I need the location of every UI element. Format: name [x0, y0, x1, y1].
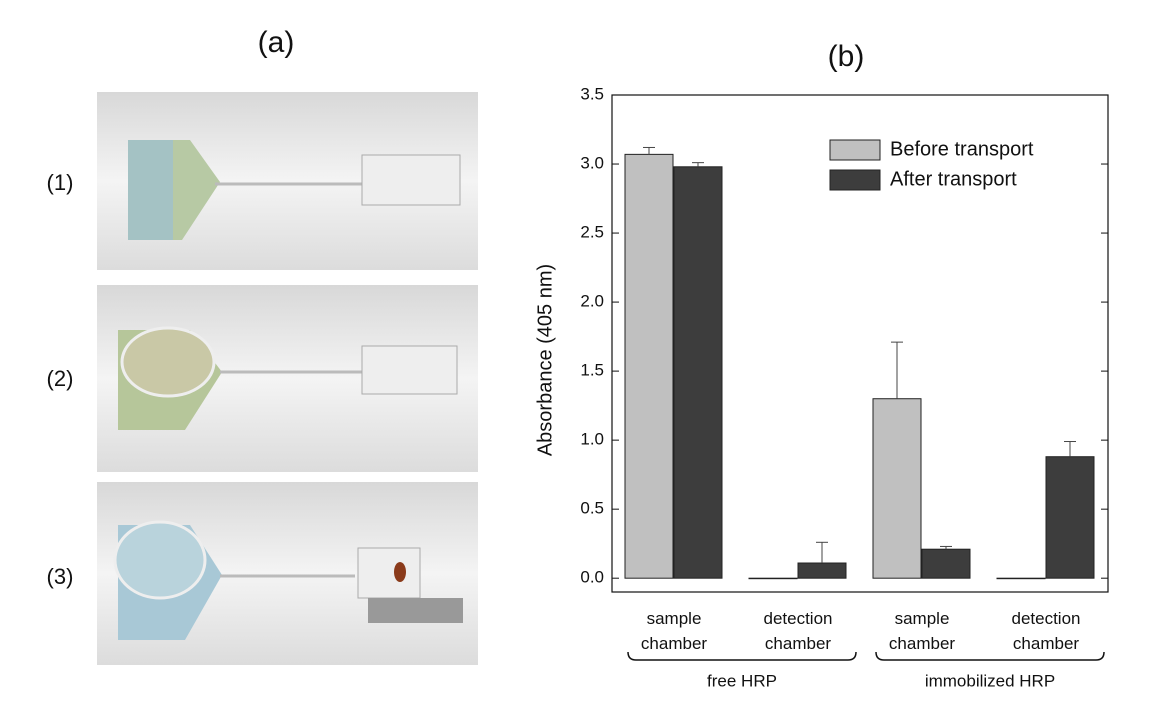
y-tick-label: 0.5: [580, 499, 604, 518]
bar: [748, 577, 798, 580]
x-tick-label: detection chamber: [763, 609, 833, 653]
row-label: (3): [47, 564, 74, 589]
legend-label: Before transport: [890, 138, 1034, 160]
group-bracket: [627, 651, 857, 661]
group-label: free HRP: [707, 671, 777, 690]
panel-label: (a): [258, 26, 295, 59]
bar: [1045, 456, 1095, 579]
y-tick-label: 1.5: [580, 361, 604, 380]
legend-label: After transport: [890, 168, 1017, 190]
row-label: (2): [47, 366, 74, 391]
bar: [872, 398, 922, 579]
legend-swatch: [829, 139, 881, 161]
y-tick-label: 3.5: [580, 84, 604, 103]
plot-frame: [611, 94, 1109, 593]
group-bracket: [875, 651, 1105, 661]
bar: [797, 562, 847, 579]
group-label: immobilized HRP: [925, 671, 1055, 690]
bar: [996, 577, 1046, 580]
row-label: (1): [47, 170, 74, 195]
x-tick-label: detection chamber: [1011, 609, 1081, 653]
y-tick-label: 2.5: [580, 223, 604, 242]
x-tick-label: sample chamber: [888, 609, 956, 653]
y-tick-label: 0.0: [580, 568, 604, 587]
x-tick-label: sample chamber: [640, 609, 708, 653]
y-axis-label: Absorbance (405 nm): [534, 264, 556, 456]
y-tick-label: 1.0: [580, 430, 604, 449]
photo: [97, 285, 478, 472]
legend-swatch: [829, 169, 881, 191]
photo: [97, 92, 478, 270]
bar: [673, 166, 723, 579]
panel-label: (b): [828, 40, 865, 73]
y-tick-label: 2.0: [580, 292, 604, 311]
bar: [921, 548, 971, 579]
y-tick-label: 3.0: [580, 154, 604, 173]
bar: [624, 153, 674, 579]
photo: [97, 482, 478, 665]
